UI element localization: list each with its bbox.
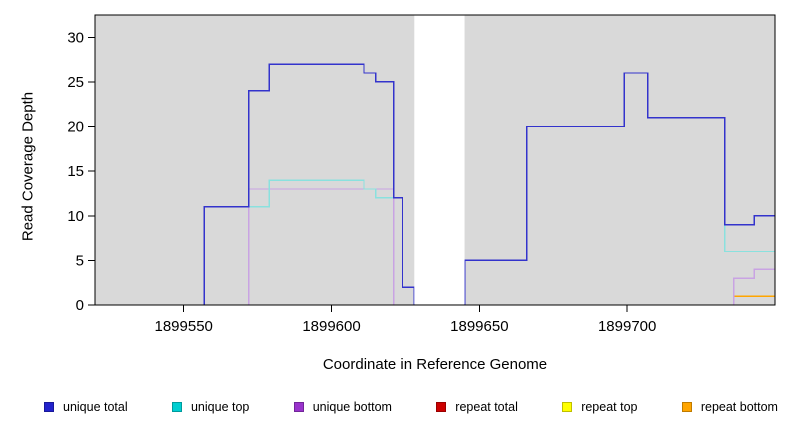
legend-swatch-unique-total (44, 402, 54, 412)
legend-label: repeat top (581, 400, 638, 414)
plot-border (94, 14, 776, 306)
legend-label: unique total (63, 400, 128, 414)
y-tick-label: 20 (67, 119, 84, 136)
legend-item-unique-bottom: unique bottom (293, 400, 392, 414)
y-tick-label: 15 (67, 163, 84, 180)
y-axis-title: Read Coverage Depth (19, 91, 37, 242)
x-tick-label: 1899550 (154, 318, 212, 335)
x-tick-label: 1899700 (598, 318, 656, 335)
x-tick-label: 1899600 (302, 318, 360, 335)
legend: unique total unique top unique bottom repea… (44, 400, 778, 414)
x-axis-title: Coordinate in Reference Genome (322, 356, 548, 373)
y-tick-label: 10 (67, 208, 84, 225)
y-tick-label: 30 (67, 29, 84, 46)
coverage-plot: 1899550 1899600 1899650 1899700 0 5 10 15 20 25 30 (67, 14, 776, 335)
legend-swatch-repeat-top (562, 402, 573, 412)
x-tick-label: 1899650 (450, 318, 508, 335)
legend-item-repeat-top: repeat top (562, 400, 637, 414)
y-tick-label: 25 (67, 74, 84, 91)
legend-item-repeat-total: repeat total (436, 400, 518, 414)
legend-label: unique bottom (312, 400, 392, 414)
legend-item-unique-top: unique top (171, 400, 250, 414)
legend-label: unique top (190, 400, 250, 414)
legend-swatch-unique-bottom (293, 402, 304, 412)
legend-swatch-repeat-total (436, 402, 447, 412)
legend-swatch-unique-top (171, 402, 182, 412)
series-line-unique-total (95, 63, 775, 306)
legend-swatch-repeat-bottom (681, 402, 692, 412)
y-tick-label: 5 (76, 252, 84, 269)
y-tick-label: 0 (76, 297, 84, 314)
legend-label: repeat total (455, 400, 518, 414)
legend-label: repeat bottom (700, 400, 778, 414)
legend-item-unique-total: unique total (44, 400, 128, 414)
masked-region (414, 15, 465, 305)
legend-item-repeat-bottom: repeat bottom (681, 400, 778, 414)
